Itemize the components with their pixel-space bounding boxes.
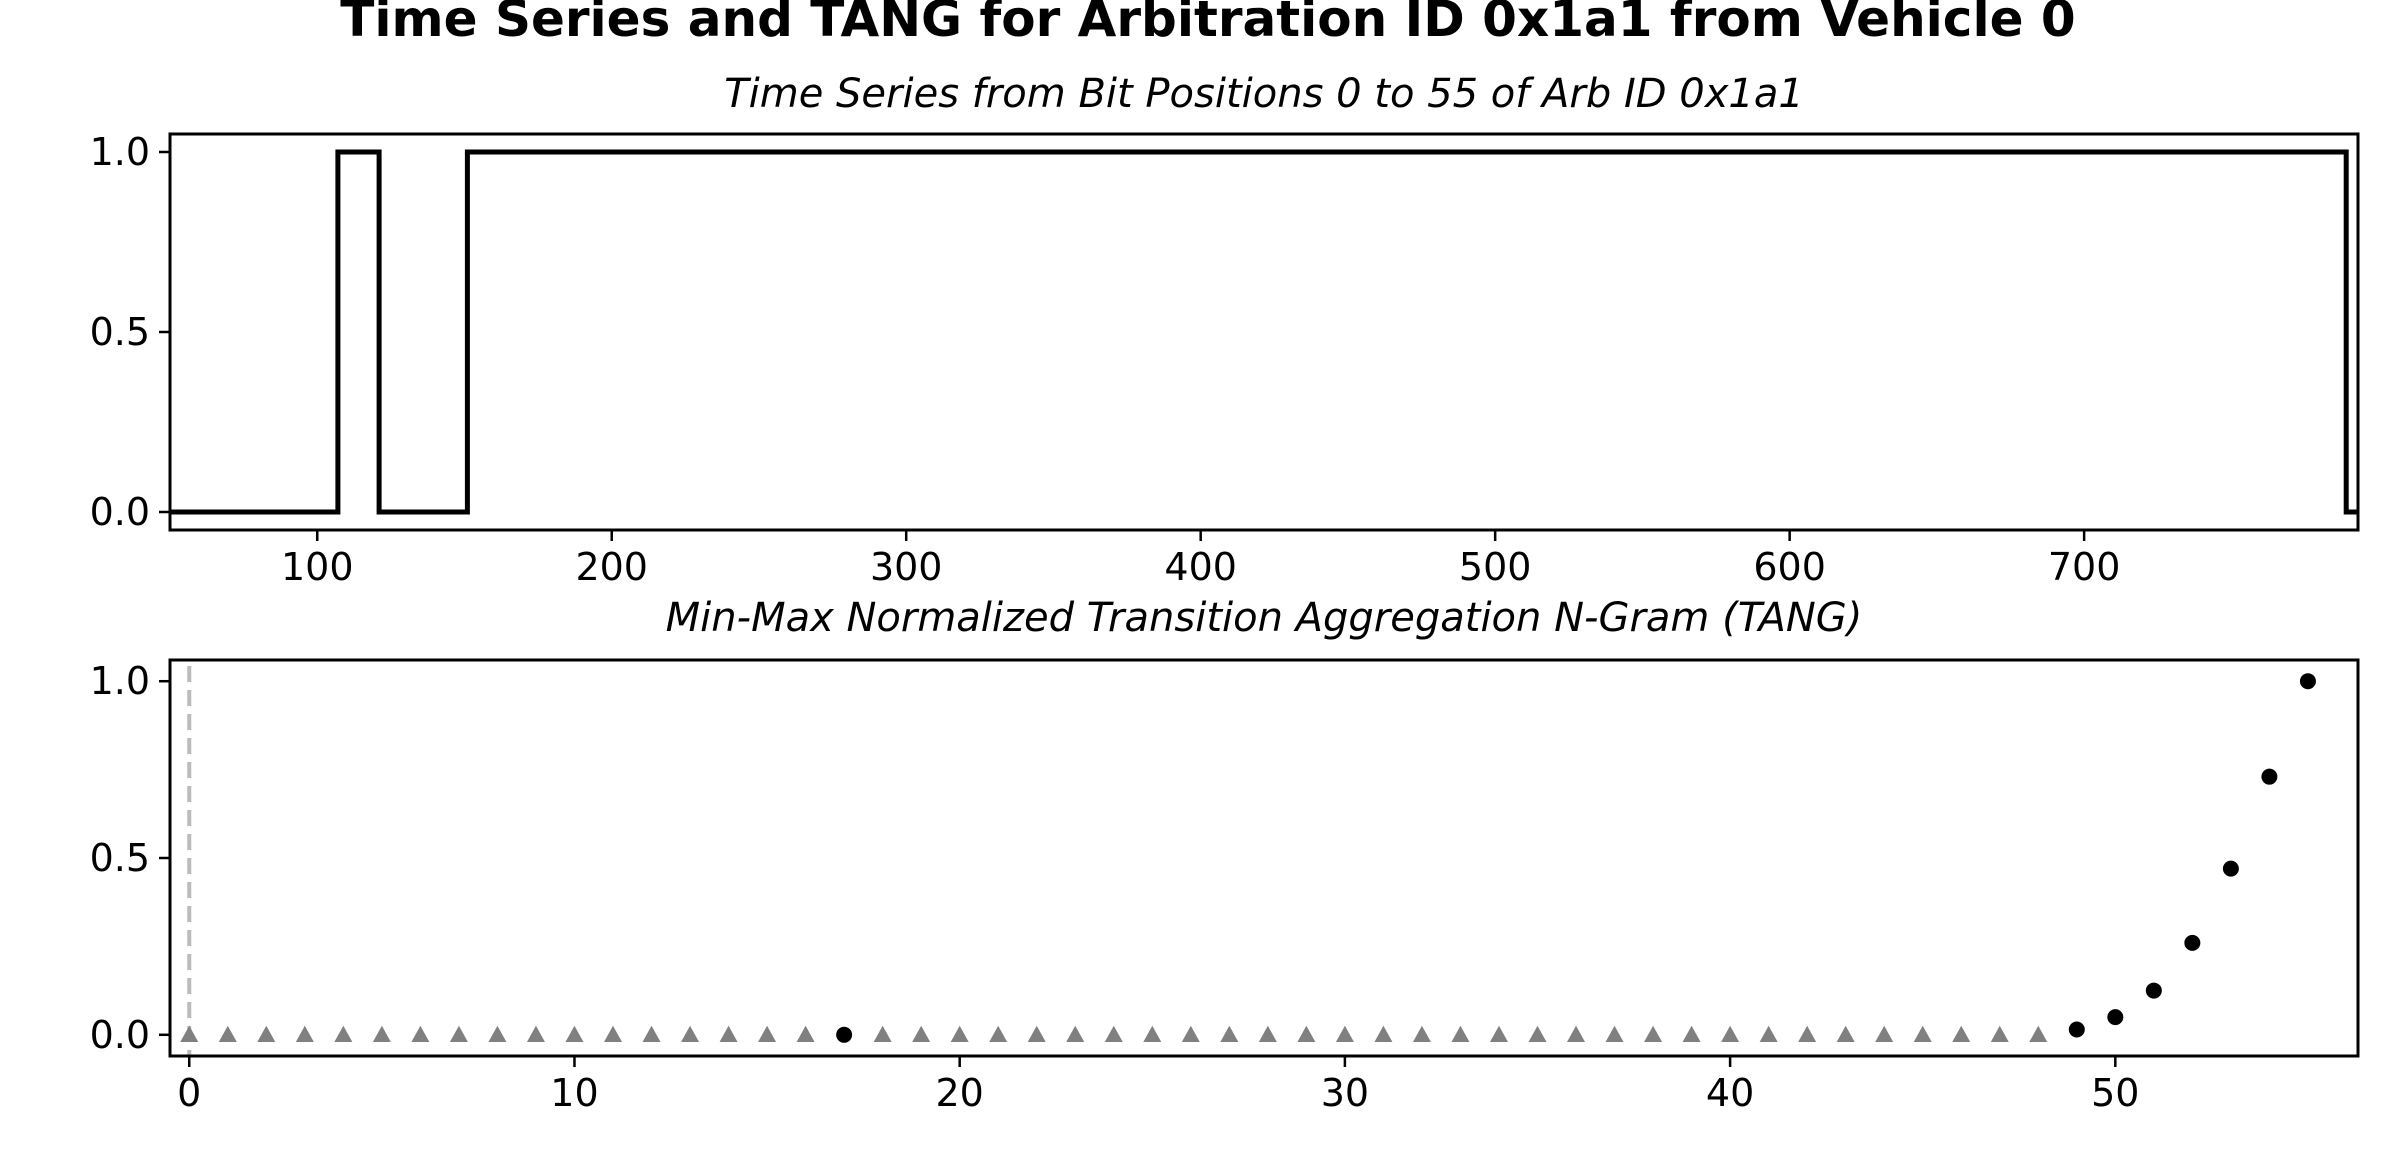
tang-point-triangle: [1913, 1025, 1932, 1042]
tang-x-tick-label: 40: [1706, 1071, 1754, 1115]
tang-point-triangle: [295, 1025, 314, 1042]
tang-point-triangle: [334, 1025, 353, 1042]
tang-panel: Min-Max Normalized Transition Aggregatio…: [90, 595, 2360, 1115]
tang-point-triangle: [1836, 1025, 1855, 1042]
tang-point-triangle: [1990, 1025, 2009, 1042]
tang-point-triangle: [1297, 1025, 1316, 1042]
tang-point-triangle: [1143, 1025, 1162, 1042]
tang-point-triangle: [1798, 1025, 1817, 1042]
time-series-x-tick-label: 700: [2048, 545, 2121, 589]
tang-point-triangle: [1528, 1025, 1547, 1042]
time-series-y-tick-label: 1.0: [90, 130, 150, 174]
tang-x-tick-label: 50: [2091, 1071, 2139, 1115]
tang-x-tick-label: 10: [550, 1071, 598, 1115]
tang-point-triangle: [1489, 1025, 1508, 1042]
tang-point-triangle: [526, 1025, 545, 1042]
tang-point-triangle: [1952, 1025, 1971, 1042]
tang-title: Min-Max Normalized Transition Aggregatio…: [666, 595, 1863, 641]
tang-point-triangle: [449, 1025, 468, 1042]
time-series-title: Time Series from Bit Positions 0 to 55 o…: [724, 71, 1804, 117]
tang-point-triangle: [1066, 1025, 1085, 1042]
tang-y-tick-label: 0.5: [90, 836, 150, 880]
tang-point-triangle: [218, 1025, 237, 1042]
time-series-x-tick-label: 100: [281, 545, 354, 589]
tang-point-triangle: [681, 1025, 700, 1042]
tang-point-triangle: [1682, 1025, 1701, 1042]
tang-point-triangle: [1759, 1025, 1778, 1042]
tang-point-triangle: [488, 1025, 507, 1042]
time-series-x-tick-label: 400: [1164, 545, 1237, 589]
tang-point-triangle: [1644, 1025, 1663, 1042]
tang-plot-area: 0 10 20 30 40 50 0.0 0.5 1.0: [90, 659, 2316, 1115]
tang-y-tick-label: 1.0: [90, 659, 150, 703]
tang-point-triangle: [257, 1025, 276, 1042]
tang-point-triangle: [180, 1025, 199, 1042]
tang-point-circle: [2299, 673, 2316, 690]
time-series-x-tick-label: 300: [870, 545, 943, 589]
tang-point-triangle: [719, 1025, 738, 1042]
tang-point-triangle: [1220, 1025, 1239, 1042]
time-series-x-tick-label: 600: [1753, 545, 1826, 589]
tang-point-triangle: [912, 1025, 931, 1042]
tang-point-triangle: [2029, 1025, 2048, 1042]
tang-point-triangle: [1335, 1025, 1354, 1042]
tang-point-triangle: [1412, 1025, 1431, 1042]
tang-y-tick-label: 0.0: [90, 1013, 150, 1057]
tang-point-triangle: [1104, 1025, 1123, 1042]
tang-point-triangle: [1027, 1025, 1046, 1042]
tang-point-triangle: [642, 1025, 661, 1042]
tang-point-triangle: [796, 1025, 815, 1042]
time-series-axes-frame: [168, 132, 2360, 532]
tang-point-triangle: [1875, 1025, 1894, 1042]
tang-point-circle: [2261, 768, 2278, 785]
tang-point-circle: [2184, 934, 2201, 951]
tang-point-triangle: [989, 1025, 1008, 1042]
tang-point-triangle: [758, 1025, 777, 1042]
tang-point-triangle: [1605, 1025, 1624, 1042]
tang-point-triangle: [372, 1025, 391, 1042]
tang-point-triangle: [950, 1025, 969, 1042]
time-series-panel: Time Series from Bit Positions 0 to 55 o…: [90, 71, 2360, 589]
figure-title: Time Series and TANG for Arbitration ID …: [340, 0, 2075, 48]
tang-point-triangle: [1258, 1025, 1277, 1042]
tang-point-triangle: [1451, 1025, 1470, 1042]
time-series-step-line: [170, 149, 2358, 515]
tang-point-triangle: [1374, 1025, 1393, 1042]
tang-point-circle: [2222, 860, 2239, 877]
time-series-x-tick-label: 500: [1459, 545, 1532, 589]
time-series-x-tick-label: 200: [575, 545, 648, 589]
tang-point-triangle: [1567, 1025, 1586, 1042]
tang-point-circle: [836, 1026, 853, 1043]
time-series-y-tick-label: 0.0: [90, 490, 150, 534]
time-series-y-tick-label: 0.5: [90, 310, 150, 354]
tang-point-circle: [2145, 982, 2162, 999]
tang-axes-frame: [168, 658, 2360, 1058]
tang-point-triangle: [411, 1025, 430, 1042]
tang-point-circle: [2068, 1021, 2085, 1038]
tang-x-tick-label: 0: [177, 1071, 201, 1115]
tang-point-triangle: [603, 1025, 622, 1042]
time-series-plot-area: 100 200 300 400 500 600 700 0.0 0.5 1.0: [90, 130, 2358, 589]
tang-point-triangle: [1721, 1025, 1740, 1042]
tang-point-circle: [2107, 1009, 2124, 1026]
tang-point-triangle: [565, 1025, 584, 1042]
tang-point-triangle: [873, 1025, 892, 1042]
tang-x-tick-label: 30: [1321, 1071, 1369, 1115]
tang-point-triangle: [1181, 1025, 1200, 1042]
tang-x-tick-label: 20: [936, 1071, 984, 1115]
